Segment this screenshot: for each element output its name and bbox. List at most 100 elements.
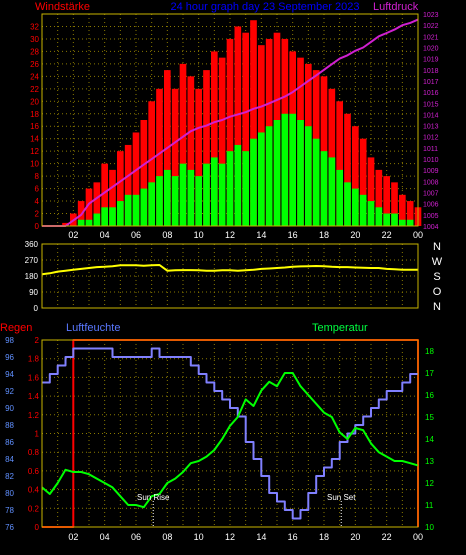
wind-axis-label: Windstärke — [35, 1, 90, 13]
rain-y-tick-label: 1.8 — [28, 355, 40, 364]
pressure-y-tick-label: 1012 — [423, 135, 439, 142]
wind-x-tick-label: 08 — [162, 230, 172, 240]
wind-average-bar — [164, 169, 171, 226]
wind-x-tick-label: 12 — [225, 230, 235, 240]
wind-average-bar — [367, 201, 375, 226]
direction-frame — [41, 243, 419, 309]
temperature-y-tick-label: 17 — [425, 369, 434, 378]
climate-x-tick-label: 10 — [194, 532, 204, 542]
wind-average-bar — [203, 163, 210, 226]
humidity-y-tick-label: 96 — [5, 353, 14, 362]
wind-gust-bar — [156, 88, 163, 226]
pressure-y-tick-label: 1008 — [423, 179, 439, 186]
humidity-y-tick-label: 80 — [5, 489, 14, 498]
wind-gust-bar — [187, 76, 195, 227]
humidity-y-tick-label: 98 — [5, 336, 14, 345]
compass-letter: N — [433, 241, 441, 253]
wind-gust-bar — [203, 70, 210, 226]
pressure-y-tick-label: 1005 — [423, 213, 439, 220]
wind-average-bar — [250, 138, 257, 226]
wind-average-bar — [77, 219, 85, 226]
panel-wind-pressure: 0246810121416182022242628303210041005100… — [30, 12, 439, 240]
wind-gust-bar — [171, 88, 179, 226]
temperature-y-tick-label: 12 — [425, 479, 434, 488]
climate-x-tick-label: 04 — [100, 532, 110, 542]
pressure-y-tick-label: 1010 — [423, 157, 439, 164]
wind-average-bar — [156, 176, 163, 226]
compass-letter: O — [433, 286, 442, 298]
wind-x-tick-label: 16 — [288, 230, 298, 240]
wind-average-bar — [187, 169, 195, 226]
climate-frame — [41, 339, 419, 528]
wind-average-bar — [226, 151, 234, 226]
wind-average-bar — [391, 213, 398, 226]
wind-average-bar — [352, 188, 359, 226]
sun-annotation: Sun Rise — [137, 493, 170, 502]
rain-y-tick-label: 0.4 — [28, 486, 40, 495]
wind-gust-bar — [242, 32, 249, 226]
wind-average-bar — [195, 176, 202, 226]
rain-y-tick-label: 2 — [35, 336, 40, 345]
pressure-y-tick-label: 1011 — [423, 146, 438, 153]
temperature-y-tick-label: 18 — [425, 347, 434, 356]
rain-y-tick-label: 0 — [35, 523, 40, 532]
wind-average-bar — [93, 213, 101, 226]
wind-gust-bar — [101, 163, 108, 226]
wind-average-bar — [273, 120, 281, 226]
chart-title: 24 hour graph day 23 September 2023 — [171, 1, 360, 13]
wind-gust-bar — [124, 144, 132, 226]
humidity-y-tick-label: 92 — [5, 387, 14, 396]
wind-y-tick-label: 30 — [30, 35, 39, 44]
wind-y-tick-label: 8 — [35, 172, 40, 181]
wind-gust-bar — [383, 176, 390, 226]
wind-y-tick-label: 14 — [30, 135, 39, 144]
pressure-y-tick-label: 1014 — [423, 112, 439, 119]
wind-direction-line — [41, 264, 418, 276]
wind-y-tick-label: 28 — [30, 47, 39, 56]
wind-average-bar — [344, 182, 351, 226]
pressure-axis-label: Luftdruck — [373, 1, 419, 13]
wind-average-bar — [312, 138, 320, 226]
wind-average-bar — [218, 163, 226, 226]
wind-gust-bar — [109, 169, 116, 226]
wind-gust-bar — [148, 101, 155, 226]
wind-gust-bar — [391, 182, 398, 226]
rain-axis-label: Regen — [0, 322, 32, 334]
sun-annotation: Sun Set — [327, 493, 356, 502]
wind-average-bar — [297, 120, 304, 226]
direction-y-tick-label: 360 — [25, 240, 39, 249]
humidity-y-tick-label: 94 — [5, 370, 14, 379]
pressure-line — [42, 18, 419, 227]
rain-y-tick-label: 0.8 — [28, 448, 40, 457]
humidity-y-tick-label: 88 — [5, 421, 14, 430]
wind-gust-bar — [344, 113, 351, 226]
wind-average-bar — [336, 169, 343, 226]
wind-x-tick-label: 04 — [100, 230, 110, 240]
wind-y-tick-label: 2 — [35, 210, 40, 219]
humidity-y-tick-label: 76 — [5, 523, 14, 532]
wind-average-bar — [359, 194, 367, 226]
wind-gust-bar — [399, 194, 406, 226]
wind-y-tick-label: 20 — [30, 97, 39, 106]
pressure-y-tick-label: 1023 — [423, 12, 439, 19]
pressure-y-tick-label: 1009 — [423, 168, 439, 175]
wind-average-bar — [234, 144, 242, 226]
wind-average-bar — [328, 157, 336, 226]
wind-y-tick-label: 6 — [35, 185, 40, 194]
wind-gust-bar — [336, 101, 343, 226]
wind-y-tick-label: 16 — [30, 122, 39, 131]
panel-rain-humidity-temperature: Regen Luftfeuchte Temperatur Sun Rise Sun Se… — [0, 322, 434, 542]
direction-y-tick-label: 180 — [25, 272, 39, 281]
wind-average-bar — [148, 182, 155, 226]
wind-x-tick-label: 22 — [382, 230, 392, 240]
climate-x-tick-label: 16 — [288, 532, 298, 542]
wind-average-bar — [305, 126, 312, 226]
wind-average-bar — [375, 207, 383, 226]
humidity-y-tick-label: 78 — [5, 506, 14, 515]
wind-average-bar — [85, 219, 93, 226]
pressure-y-tick-label: 1019 — [423, 57, 439, 64]
wind-x-tick-label: 10 — [194, 230, 204, 240]
wind-gust-bar — [234, 26, 242, 227]
pressure-y-tick-label: 1013 — [423, 124, 439, 131]
